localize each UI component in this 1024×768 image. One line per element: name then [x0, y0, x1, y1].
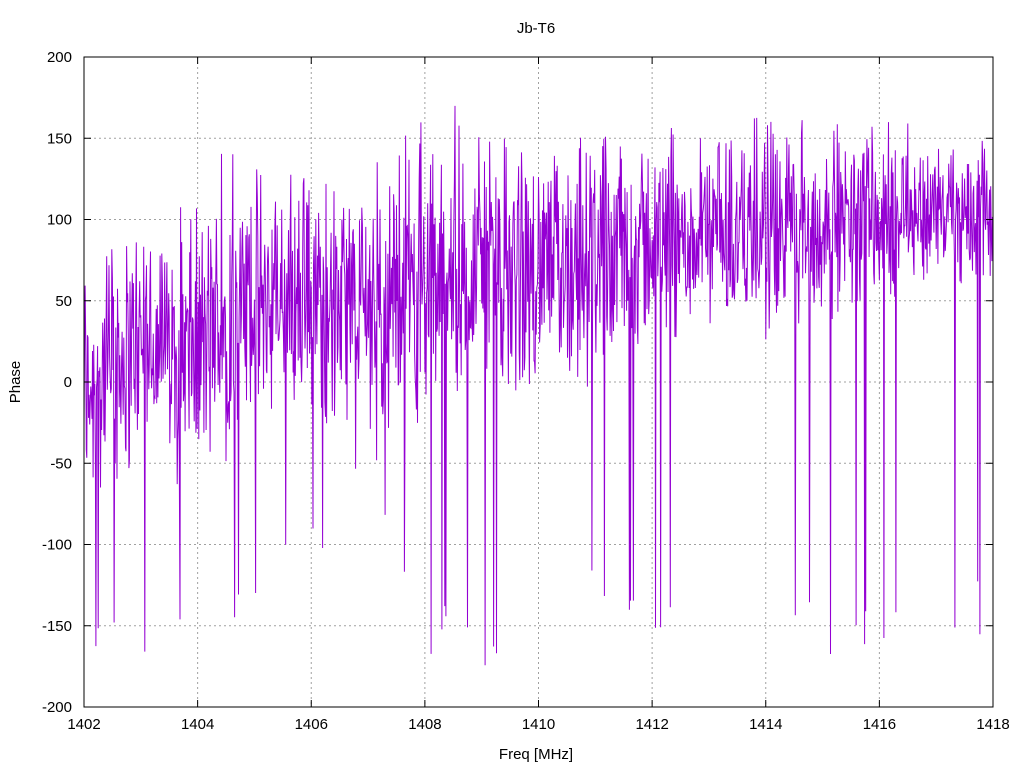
x-tick-label: 1418 — [976, 716, 1009, 733]
x-tick-label: 1412 — [635, 716, 668, 733]
x-axis-title: Freq [MHz] — [499, 746, 573, 763]
y-tick-label: -100 — [42, 537, 72, 554]
x-tick-label: 1404 — [181, 716, 214, 733]
x-tick-label: 1408 — [408, 716, 441, 733]
phase-series-line — [83, 105, 994, 666]
ticks — [83, 56, 994, 708]
x-tick-label: 1410 — [522, 716, 555, 733]
y-tick-label: -50 — [50, 455, 72, 472]
y-tick-label: 50 — [55, 293, 72, 310]
x-tick-label: 1416 — [863, 716, 896, 733]
x-tick-label: 1414 — [749, 716, 782, 733]
x-tick-label: 1406 — [295, 716, 328, 733]
y-tick-label: -150 — [42, 618, 72, 635]
y-tick-label: 0 — [64, 374, 72, 391]
y-tick-label: 150 — [47, 130, 72, 147]
tick-labels: 1402 1404 1406 1408 1410 1412 1414 1416 1418 -200… — [42, 49, 1010, 733]
series-layer — [83, 105, 994, 666]
y-tick-label: 200 — [47, 49, 72, 66]
y-tick-label: 100 — [47, 212, 72, 229]
chart-title: Jb-T6 — [517, 20, 555, 37]
x-tick-label: 1402 — [67, 716, 100, 733]
y-tick-label: -200 — [42, 699, 72, 716]
y-axis-title: Phase — [7, 361, 24, 404]
